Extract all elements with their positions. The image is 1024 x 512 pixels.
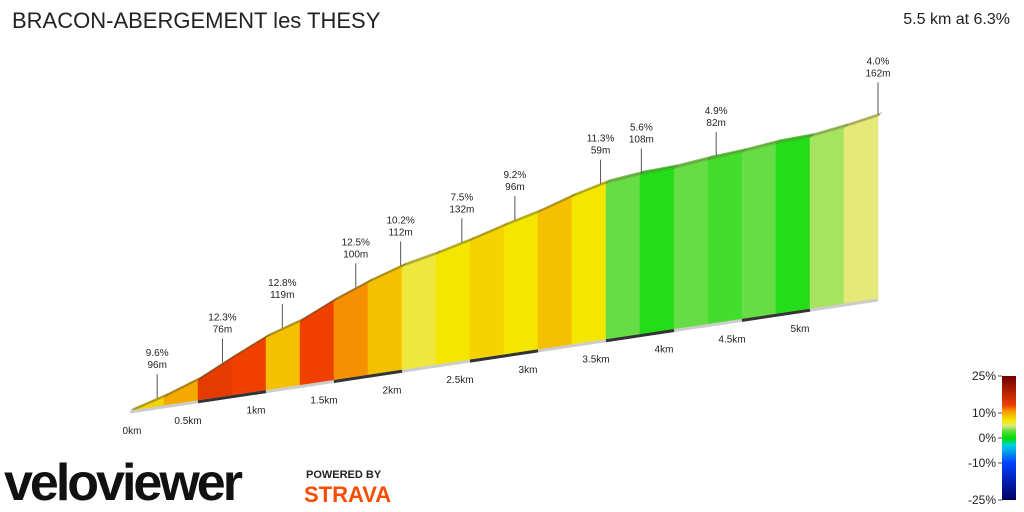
annotation-grade: 4.9% (705, 106, 728, 117)
x-tick-label: 0.5km (174, 416, 201, 427)
legend-tick-label: 25% (972, 369, 996, 383)
x-tick-label: 2km (383, 385, 402, 396)
x-tick-band (605, 329, 675, 343)
powered-by: POWERED BY (306, 469, 382, 481)
annotation-length: 96m (147, 360, 166, 371)
legend-colorbar (1002, 376, 1016, 500)
annotation-grade: 10.2% (386, 216, 414, 227)
x-tick-band (741, 308, 811, 322)
x-tick-label: 1km (247, 406, 266, 417)
logo: veloviewer (4, 454, 243, 512)
profile-segment (537, 196, 573, 352)
annotation-grade: 12.5% (342, 237, 370, 248)
x-tick-label: 4km (655, 345, 674, 356)
annotation-grade: 12.8% (268, 278, 296, 289)
x-tick-band (333, 369, 403, 383)
chart-title: BRACON-ABERGEMENT les THESY (12, 8, 381, 33)
profile-line (131, 113, 881, 411)
profile-segment (775, 137, 811, 316)
legend-tick-label: 10% (972, 406, 996, 420)
annotation-grade: 4.0% (867, 56, 890, 67)
x-tick-label: 5km (791, 324, 810, 335)
annotation-length: 108m (629, 135, 654, 146)
annotation-grade: 5.6% (630, 123, 653, 134)
x-tick-label: 3.5km (582, 355, 609, 366)
profile-top-face (843, 112, 883, 128)
annotation-grade: 12.3% (208, 312, 236, 323)
profile-segment (741, 143, 777, 321)
annotation-length: 162m (865, 68, 890, 79)
x-tick-label: 4.5km (718, 334, 745, 345)
strava-logo: STRAVA (304, 482, 391, 507)
annotation-length: 59m (591, 146, 610, 157)
annotation-length: 96m (505, 182, 524, 193)
legend-tick-label: -10% (968, 456, 996, 470)
profile-segment (401, 254, 437, 372)
profile-segment (469, 226, 505, 362)
annotation-grade: 9.2% (503, 170, 526, 181)
profile-segment (707, 152, 743, 326)
legend-tick-label: -25% (968, 493, 996, 507)
annotation-length: 100m (343, 249, 368, 260)
x-tick-label: 1.5km (310, 395, 337, 406)
profile-segment (299, 300, 335, 387)
profile-segment (673, 159, 709, 331)
profile-segment (435, 240, 471, 367)
profile-segment (843, 116, 879, 306)
x-tick-band (197, 390, 267, 404)
profile (129, 112, 883, 413)
annotation-length: 132m (449, 204, 474, 215)
chart-subtitle: 5.5 km at 6.3% (903, 11, 1010, 28)
profile-segment (503, 212, 539, 357)
annotation-length: 76m (213, 324, 232, 335)
profile-segment (639, 168, 675, 336)
x-tick-label: 2.5km (446, 375, 473, 386)
annotation-grade: 9.6% (146, 348, 169, 359)
x-tick-band (469, 349, 539, 363)
profile-segment (605, 174, 641, 342)
annotation-length: 112m (388, 228, 412, 239)
profile-segment (197, 357, 233, 403)
profile-segment (265, 321, 301, 392)
profile-segment (809, 127, 845, 311)
annotation-grade: 7.5% (450, 192, 473, 203)
profile-segment (367, 266, 403, 377)
x-tick-label: 0km (123, 426, 142, 437)
annotation-grade: 11.3% (587, 134, 615, 145)
profile-segment (571, 183, 607, 347)
legend-tick-label: 0% (979, 431, 997, 445)
annotation-length: 82m (706, 118, 725, 129)
x-tick-label: 3km (519, 365, 538, 376)
annotation-length: 119m (270, 290, 294, 301)
